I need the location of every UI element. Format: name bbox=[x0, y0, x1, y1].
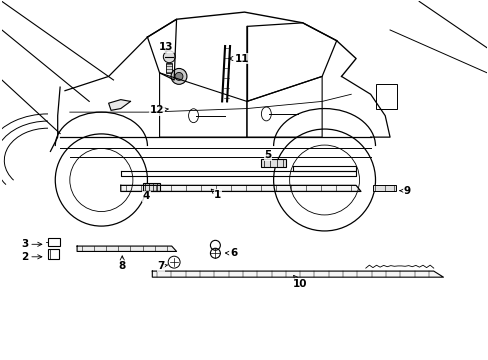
Bar bbox=[142, 183, 159, 192]
Text: 12: 12 bbox=[150, 105, 168, 115]
Bar bbox=[48, 238, 60, 246]
Text: 5: 5 bbox=[264, 150, 271, 160]
Text: 1: 1 bbox=[211, 189, 221, 200]
Text: 10: 10 bbox=[292, 275, 307, 289]
Text: 2: 2 bbox=[21, 252, 42, 262]
Bar bbox=[261, 158, 285, 167]
Text: 13: 13 bbox=[158, 42, 173, 53]
Bar bbox=[166, 63, 172, 73]
Bar bbox=[375, 84, 397, 109]
Text: 4: 4 bbox=[142, 191, 150, 201]
Text: 7: 7 bbox=[157, 261, 167, 271]
Circle shape bbox=[175, 72, 183, 80]
Polygon shape bbox=[121, 185, 360, 192]
Text: 6: 6 bbox=[225, 248, 237, 258]
Text: 9: 9 bbox=[399, 186, 410, 196]
Circle shape bbox=[163, 51, 175, 63]
Text: 8: 8 bbox=[119, 256, 125, 271]
Polygon shape bbox=[152, 271, 443, 277]
Polygon shape bbox=[77, 246, 176, 251]
Text: 11: 11 bbox=[228, 54, 249, 64]
Bar bbox=[48, 249, 59, 258]
Text: 3: 3 bbox=[21, 239, 42, 249]
Circle shape bbox=[171, 68, 186, 84]
Bar bbox=[372, 185, 396, 192]
Polygon shape bbox=[108, 100, 130, 111]
